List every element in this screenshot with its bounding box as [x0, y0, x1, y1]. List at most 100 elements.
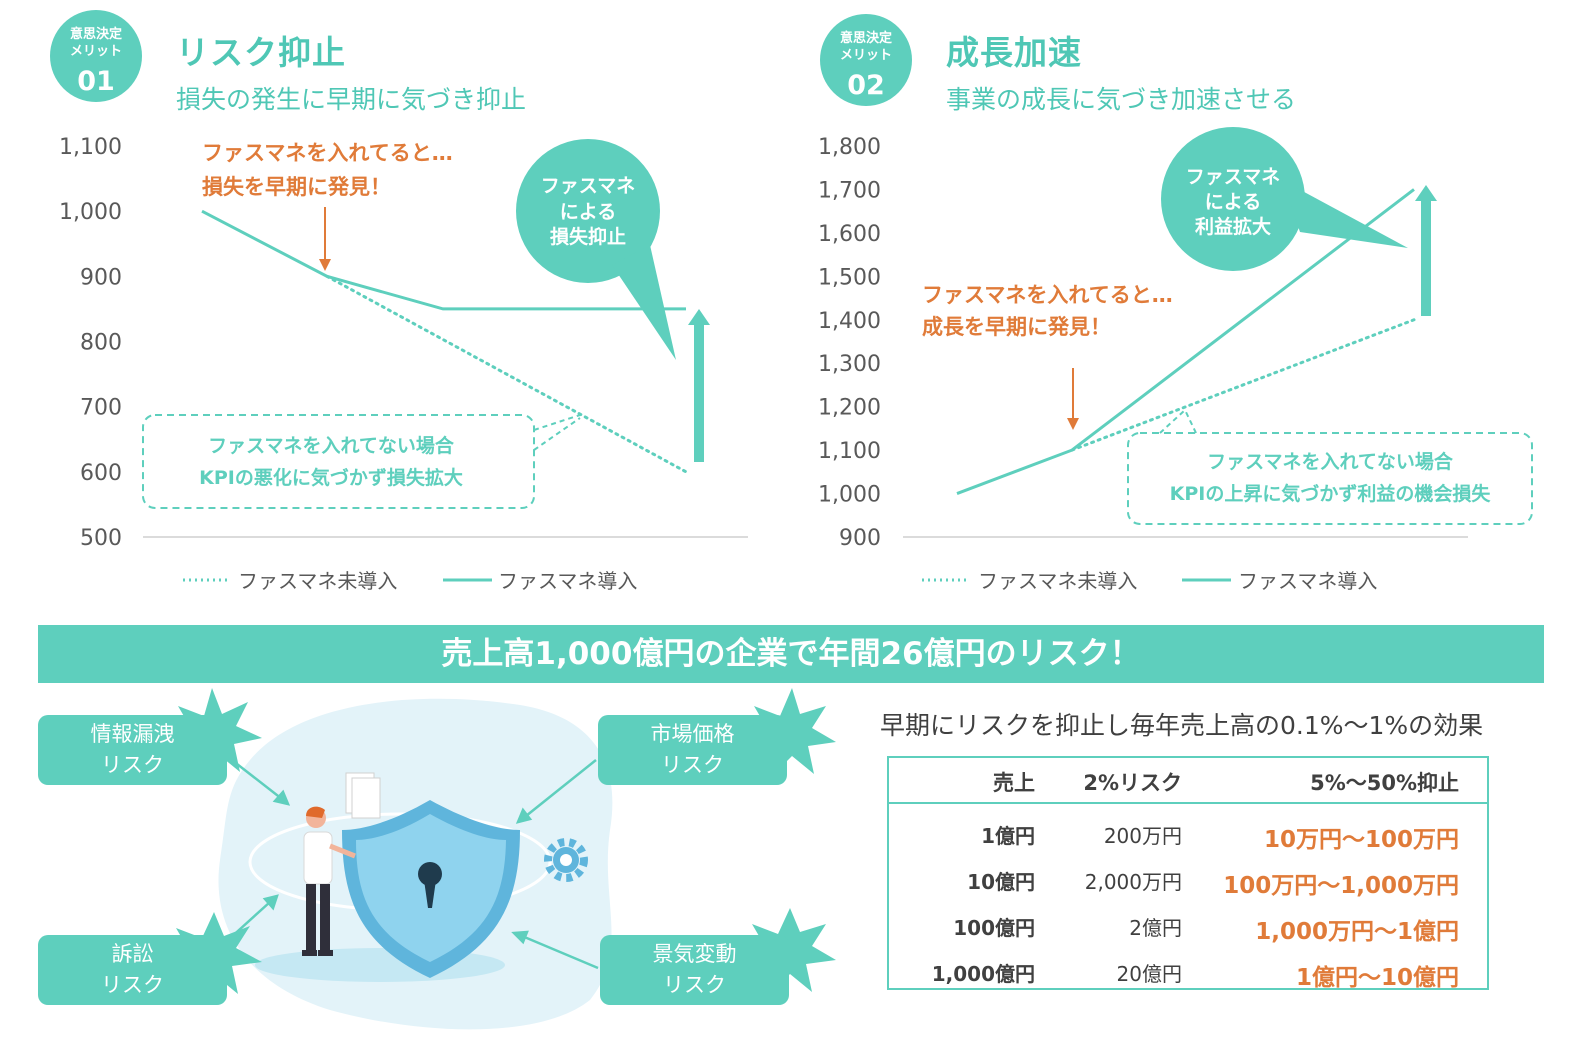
y-axis-ticks: 900 1,000 1,100 1,200 1,300 1,400 1,500 1,600 1,… [818, 135, 881, 551]
effect-table: 売上 2%リスク 5%～50%抑止 1億円 200万円 10万円～100万円 10億円… [887, 756, 1489, 991]
bubble-line-1: ファスマネ [1186, 166, 1280, 188]
legend-dotted-label: ファスマネ未導入 [238, 569, 397, 593]
callout-line-1: ファスマネを入れてると… [202, 141, 453, 165]
y-tick-label: 1,100 [59, 135, 122, 160]
cell-risk: 20億円 [1116, 962, 1182, 986]
note-line-2: KPIの上昇に気づかず利益の機会損失 [1170, 482, 1492, 505]
cell-sales: 1億円 [981, 824, 1035, 848]
note-line-2: KPIの悪化に気づかず損失拡大 [199, 466, 463, 489]
y-tick-label: 900 [839, 526, 881, 551]
badge-merit-01: 意思決定 メリット 01 [50, 10, 142, 102]
bubble-line-3: 損失抑止 [550, 225, 626, 248]
up-arrow [688, 309, 710, 462]
risk-label: 景気変動 [652, 942, 737, 966]
cell-suppression: 100万円～1,000万円 [1223, 873, 1459, 899]
cell-sales: 10億円 [967, 870, 1035, 894]
callout-line-2: 損失を早期に発見！ [202, 175, 391, 199]
series-line-without [325, 274, 688, 474]
bubble-line-2: による [1205, 191, 1261, 213]
bubble-line-1: ファスマネ [541, 175, 635, 197]
callout-arrow [1067, 368, 1079, 430]
risk-label: リスク [661, 753, 724, 777]
cell-sales: 1,000億円 [931, 962, 1035, 986]
risk-lawsuit: 訴訟 リスク [38, 935, 227, 1005]
legend-solid-label: ファスマネ導入 [498, 569, 637, 593]
right-title: 成長加速 [946, 33, 1082, 72]
table-row: 1億円 200万円 10万円～100万円 [889, 816, 1487, 856]
header-suppression: 5%～50%抑止 [1310, 771, 1459, 795]
y-tick-label: 1,000 [818, 483, 881, 508]
header-sales: 売上 [993, 771, 1035, 795]
document-icon [345, 772, 381, 819]
y-tick-label: 900 [80, 265, 122, 290]
y-tick-label: 700 [80, 396, 122, 421]
y-tick-label: 600 [80, 461, 122, 486]
risk-economy: 景気変動 リスク [600, 935, 789, 1005]
security-illustration [166, 688, 836, 1030]
left-subtitle: 損失の発生に早期に気づき抑止 [176, 85, 527, 114]
risk-label: リスク [101, 973, 164, 997]
bubble-line-3: 利益拡大 [1195, 215, 1271, 238]
bubble-line-2: による [560, 201, 616, 223]
series-line-with [201, 209, 686, 311]
risk-chart: 500 600 700 800 900 1,000 1,100 ファスマネを入れてると… 損… [59, 135, 748, 593]
risk-label: リスク [101, 753, 164, 777]
y-tick-label: 500 [80, 526, 122, 551]
y-tick-label: 1,700 [818, 178, 881, 203]
speech-bubble: ファスマネ による 利益拡大 [1161, 127, 1408, 271]
y-tick-label: 1,300 [818, 352, 881, 377]
legend: ファスマネ未導入 ファスマネ導入 [183, 569, 637, 593]
speech-bubble: ファスマネ による 損失抑止 [516, 139, 676, 360]
risk-label: 情報漏洩 [90, 722, 175, 746]
risk-label: 市場価格 [650, 722, 735, 746]
cell-risk: 2億円 [1129, 916, 1182, 940]
legend-dotted-label: ファスマネ未導入 [978, 569, 1137, 593]
table-header: 売上 2%リスク 5%～50%抑止 [889, 758, 1487, 804]
y-tick-label: 1,600 [818, 222, 881, 247]
y-tick-label: 1,000 [59, 200, 122, 225]
series-line-without [1070, 318, 1416, 452]
growth-chart: 900 1,000 1,100 1,200 1,300 1,400 1,500 1,600 1,… [818, 127, 1533, 593]
dashed-note: ファスマネを入れてない場合 KPIの上昇に気づかず利益の機会損失 [1127, 409, 1533, 525]
badge-number: 01 [77, 66, 115, 97]
table-row: 100億円 2億円 1,000万円～1億円 [889, 908, 1487, 948]
badge-label: 意思決定 メリット [69, 27, 122, 59]
risk-label: 訴訟 [111, 942, 154, 966]
callout-line-2: 成長を早期に発見！ [922, 315, 1111, 339]
legend: ファスマネ未導入 ファスマネ導入 [922, 569, 1377, 593]
table-caption: 早期にリスクを抑止し毎年売上高の0.1%～1%の効果 [880, 711, 1484, 740]
legend-solid-label: ファスマネ導入 [1238, 569, 1377, 593]
badge-merit-02: 意思決定 メリット 02 [820, 14, 912, 106]
y-tick-label: 1,500 [818, 265, 881, 290]
dashed-note: ファスマネを入れてない場合 KPIの悪化に気づかず損失拡大 [142, 414, 581, 509]
headline-banner: 売上高1,000億円の企業で年間26億円のリスク！ [38, 625, 1544, 683]
badge-number: 02 [847, 70, 885, 101]
header-risk: 2%リスク [1083, 771, 1182, 795]
y-tick-label: 800 [80, 331, 122, 356]
risk-market-price: 市場価格 リスク [598, 715, 787, 785]
cell-suppression: 10万円～100万円 [1263, 827, 1459, 853]
gear-icon [544, 838, 588, 882]
badge-label: 意思決定 メリット [839, 31, 892, 63]
left-title: リスク抑止 [176, 33, 346, 72]
right-subtitle: 事業の成長に気づき加速させる [946, 85, 1297, 114]
cell-suppression: 1,000万円～1億円 [1255, 919, 1459, 945]
risk-label: リスク [663, 973, 726, 997]
note-line-1: ファスマネを入れてない場合 [208, 434, 455, 457]
shield-icon [342, 800, 520, 978]
callout-line-1: ファスマネを入れてると… [922, 283, 1173, 307]
risk-info-leak: 情報漏洩 リスク [38, 715, 227, 785]
note-line-1: ファスマネを入れてない場合 [1207, 450, 1454, 473]
cell-sales: 100億円 [953, 916, 1035, 940]
callout-arrow [319, 207, 331, 271]
y-tick-label: 1,800 [818, 135, 881, 160]
cell-suppression: 1億円～10億円 [1295, 965, 1459, 991]
y-axis-ticks: 500 600 700 800 900 1,000 1,100 [59, 135, 122, 551]
cell-risk: 2,000万円 [1084, 870, 1182, 894]
table-row: 10億円 2,000万円 100万円～1,000万円 [889, 862, 1487, 902]
y-tick-label: 1,400 [818, 309, 881, 334]
y-tick-label: 1,100 [818, 439, 881, 464]
y-tick-label: 1,200 [818, 396, 881, 421]
table-row: 1,000億円 20億円 1億円～10億円 [889, 954, 1487, 994]
up-arrow [1415, 185, 1437, 316]
